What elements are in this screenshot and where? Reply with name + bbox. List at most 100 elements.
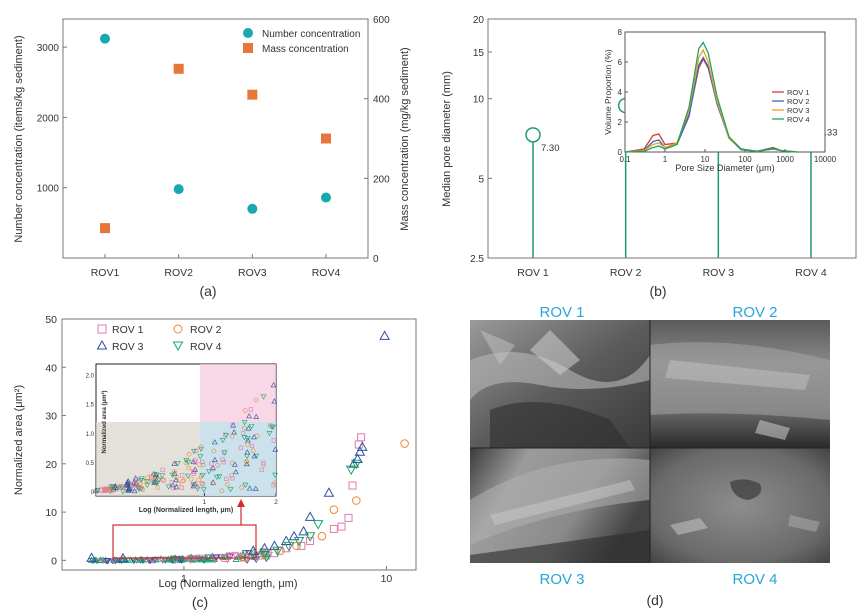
zoom-region-box [113, 525, 256, 558]
x-tick-label: ROV 4 [795, 267, 827, 279]
legend-label-rov4: ROV 4 [190, 341, 222, 353]
legend-label-rov2: ROV 2 [190, 324, 222, 336]
rov4-point [294, 538, 303, 546]
rov2-point [401, 440, 409, 448]
y2-tick-label: 0 [373, 254, 379, 265]
legend-label-rov3: ROV 3 [112, 341, 144, 353]
x-tick-label: ROV4 [312, 267, 341, 279]
mass-concentration-point [174, 64, 184, 74]
sem-label-rov3: ROV 3 [539, 571, 584, 588]
rov3-point [380, 331, 389, 339]
y-tick-label: 3000 [37, 43, 60, 54]
inset-x-tick-label: 1000 [776, 155, 794, 164]
rov3-point [282, 537, 291, 545]
y-tick-label: 20 [45, 459, 57, 471]
sem-label-rov4: ROV 4 [732, 571, 777, 588]
x-tick-label: ROV 3 [703, 267, 735, 279]
inset-legend-label: ROV 4 [787, 115, 810, 124]
rov4-point [284, 542, 293, 550]
legend-marker-rov3 [98, 341, 107, 349]
number-concentration-point [247, 204, 257, 214]
y-axis-label: Number concentration (items/kg sediment) [13, 35, 25, 242]
rov2-point [318, 532, 326, 540]
panel-d-sem-images: ROV 1 ROV 2 ROV 3 ROV 4 (d) [430, 300, 865, 613]
zoom-arrow-head [237, 499, 245, 507]
y-tick-label: 2.5 [470, 254, 484, 265]
legend-marker-rov2 [174, 325, 182, 333]
rov2-point [330, 506, 338, 514]
inset-y-tick-label: 0 [618, 148, 623, 157]
legend-marker-rov4 [174, 342, 183, 350]
legend-marker-rov1 [98, 325, 106, 333]
legend-label-mass: Mass concentration [262, 44, 349, 55]
rov3-point [306, 512, 315, 520]
y-tick-label: 5 [478, 174, 484, 185]
y2-axis-label: Mass concentration (mg/kg sediment) [399, 47, 411, 230]
inset-legend-label: ROV 2 [787, 97, 810, 106]
sem-label-rov1: ROV 1 [539, 304, 584, 321]
rov1-point [345, 514, 352, 521]
panel-label-a: (a) [199, 283, 216, 299]
y-tick-label: 10 [45, 507, 57, 519]
rov2-point [352, 497, 360, 505]
y-tick-label: 50 [45, 314, 57, 326]
rov3-point [299, 527, 308, 535]
y-tick-label: 20 [473, 15, 485, 26]
sem-image-rov4 [650, 448, 830, 563]
legend-label-number: Number concentration [262, 29, 360, 40]
inset-x-axis-label: Log (Normalized length, μm) [139, 507, 234, 514]
x-tick-label: ROV3 [238, 267, 267, 279]
y-axis-label: Median pore diameter (mm) [441, 71, 453, 207]
rov3-point [324, 488, 333, 496]
inset-x-tick-label: 2 [274, 499, 278, 506]
y-tick-label: 2000 [37, 113, 60, 124]
x-tick-label: 10 [381, 573, 393, 585]
panel-a-chart: 1000 2000 3000 0 200 400 600 ROV1 ROV2 ROV3 ROV4 N… [0, 0, 430, 305]
y2-tick-label: 400 [373, 95, 390, 106]
legend: Number concentration Mass concentration [243, 28, 360, 55]
rov4-point [314, 521, 323, 529]
inset-y-tick-label: 0 [91, 490, 95, 496]
rov1-point [330, 525, 337, 532]
y-tick-label: 15 [473, 48, 485, 59]
mass-concentration-point [100, 223, 110, 233]
mass-concentration-point [321, 134, 331, 144]
inset-y-tick-label: 2 [618, 118, 623, 127]
inset-y-tick-label: 4 [618, 88, 623, 97]
inset-x-tick-label: 10000 [814, 155, 837, 164]
inset-legend-label: ROV 3 [787, 106, 810, 115]
y2-tick-label: 200 [373, 174, 390, 185]
rov1-point [338, 523, 345, 530]
y-tick-label: 0 [51, 555, 57, 567]
y-axis-label: Normalized area (μm²) [13, 385, 25, 495]
panel-label-d: (d) [646, 592, 663, 608]
inset-y-tick-label: 1.0 [86, 432, 95, 438]
y-tick-label: 1000 [37, 184, 60, 195]
rov1-point [349, 482, 356, 489]
inset-y-axis-label: Volume Proportion (%) [603, 49, 613, 135]
x-tick-label: ROV2 [164, 267, 193, 279]
y-tick-label: 30 [45, 411, 57, 423]
panel-label-c: (c) [192, 594, 208, 610]
legend: ROV 1 ROV 2 ROV 3 ROV 4 [98, 324, 222, 353]
inset-x-axis-label: Pore Size Diameter (μm) [675, 163, 774, 173]
inset-y-tick-label: 8 [618, 28, 623, 37]
y2-tick-label: 600 [373, 15, 390, 26]
inset-x-tick-label: 1 [203, 499, 207, 506]
legend-circle-marker [243, 28, 253, 38]
panel-label-b: (b) [649, 283, 666, 299]
data-label: 7.30 [541, 143, 560, 154]
sem-image-rov3 [470, 448, 650, 563]
legend-square-marker [243, 43, 253, 53]
sem-label-rov2: ROV 2 [732, 304, 777, 321]
inset-y-axis-label: Normalized area (μm²) [101, 390, 108, 453]
panel-c-chart: 010203040501 10 Normalized area (μm²) Log… [0, 310, 430, 613]
inset-y-tick-label: 1.5 [86, 403, 95, 409]
inset-x-tick-label: 1 [663, 155, 668, 164]
x-tick-label: ROV1 [91, 267, 120, 279]
number-concentration-point [100, 34, 110, 44]
x-axis-label: Log (Normalized length, μm) [158, 578, 297, 590]
rov3-point [290, 532, 299, 540]
inset-y-tick-label: 0.5 [86, 461, 95, 467]
